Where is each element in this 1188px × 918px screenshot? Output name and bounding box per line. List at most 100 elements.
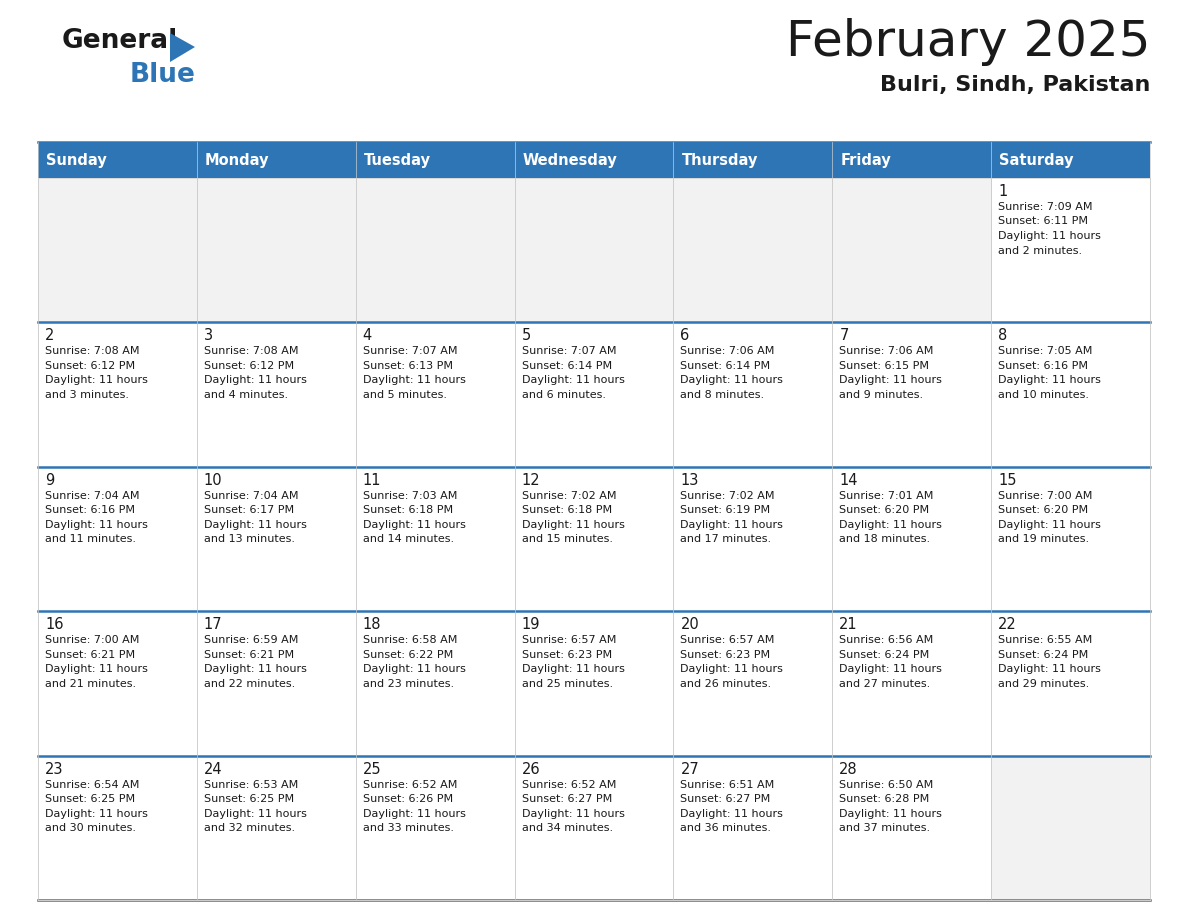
Text: Daylight: 11 hours: Daylight: 11 hours bbox=[681, 809, 783, 819]
Text: Sunrise: 7:02 AM: Sunrise: 7:02 AM bbox=[522, 491, 617, 501]
Text: and 29 minutes.: and 29 minutes. bbox=[998, 678, 1089, 688]
Text: and 6 minutes.: and 6 minutes. bbox=[522, 390, 606, 400]
Bar bbox=[674, 611, 833, 756]
Bar bbox=[38, 756, 197, 900]
Text: 5: 5 bbox=[522, 329, 531, 343]
Bar bbox=[197, 466, 355, 611]
Text: 16: 16 bbox=[45, 617, 63, 633]
Bar bbox=[197, 756, 355, 900]
Text: Sunrise: 7:04 AM: Sunrise: 7:04 AM bbox=[204, 491, 298, 501]
Text: Sunrise: 6:56 AM: Sunrise: 6:56 AM bbox=[839, 635, 934, 645]
Text: 13: 13 bbox=[681, 473, 699, 487]
Text: Sunset: 6:11 PM: Sunset: 6:11 PM bbox=[998, 217, 1088, 227]
Text: Monday: Monday bbox=[204, 152, 270, 167]
Text: Bulri, Sindh, Pakistan: Bulri, Sindh, Pakistan bbox=[879, 75, 1150, 95]
Bar bbox=[991, 322, 1150, 466]
Text: and 37 minutes.: and 37 minutes. bbox=[839, 823, 930, 834]
Text: Sunset: 6:24 PM: Sunset: 6:24 PM bbox=[998, 650, 1088, 660]
Text: 4: 4 bbox=[362, 329, 372, 343]
Text: Sunset: 6:16 PM: Sunset: 6:16 PM bbox=[998, 361, 1088, 371]
Text: 7: 7 bbox=[839, 329, 848, 343]
Bar bbox=[355, 756, 514, 900]
Text: and 23 minutes.: and 23 minutes. bbox=[362, 678, 454, 688]
Bar bbox=[833, 611, 991, 756]
Text: Sunset: 6:26 PM: Sunset: 6:26 PM bbox=[362, 794, 453, 804]
Text: Sunset: 6:25 PM: Sunset: 6:25 PM bbox=[45, 794, 135, 804]
Text: Daylight: 11 hours: Daylight: 11 hours bbox=[522, 665, 625, 674]
Text: 18: 18 bbox=[362, 617, 381, 633]
Text: Sunrise: 7:00 AM: Sunrise: 7:00 AM bbox=[45, 635, 139, 645]
Text: Sunset: 6:13 PM: Sunset: 6:13 PM bbox=[362, 361, 453, 371]
Text: Sunrise: 6:55 AM: Sunrise: 6:55 AM bbox=[998, 635, 1093, 645]
Text: 3: 3 bbox=[204, 329, 213, 343]
Bar bbox=[514, 756, 674, 900]
Text: Sunrise: 6:53 AM: Sunrise: 6:53 AM bbox=[204, 779, 298, 789]
Text: 19: 19 bbox=[522, 617, 541, 633]
Text: Daylight: 11 hours: Daylight: 11 hours bbox=[362, 665, 466, 674]
Text: Sunrise: 7:05 AM: Sunrise: 7:05 AM bbox=[998, 346, 1093, 356]
Text: Wednesday: Wednesday bbox=[523, 152, 618, 167]
Text: 23: 23 bbox=[45, 762, 63, 777]
Text: 28: 28 bbox=[839, 762, 858, 777]
Text: Sunset: 6:25 PM: Sunset: 6:25 PM bbox=[204, 794, 293, 804]
Text: Sunset: 6:18 PM: Sunset: 6:18 PM bbox=[522, 505, 612, 515]
Text: 20: 20 bbox=[681, 617, 700, 633]
Text: Sunrise: 7:06 AM: Sunrise: 7:06 AM bbox=[681, 346, 775, 356]
Text: Sunset: 6:19 PM: Sunset: 6:19 PM bbox=[681, 505, 771, 515]
Text: and 15 minutes.: and 15 minutes. bbox=[522, 534, 613, 544]
Text: Daylight: 11 hours: Daylight: 11 hours bbox=[204, 665, 307, 674]
Text: Daylight: 11 hours: Daylight: 11 hours bbox=[998, 375, 1101, 386]
Bar bbox=[833, 466, 991, 611]
Text: and 22 minutes.: and 22 minutes. bbox=[204, 678, 295, 688]
Text: 15: 15 bbox=[998, 473, 1017, 487]
Text: Friday: Friday bbox=[840, 152, 891, 167]
Text: Daylight: 11 hours: Daylight: 11 hours bbox=[45, 520, 147, 530]
Text: Sunset: 6:20 PM: Sunset: 6:20 PM bbox=[839, 505, 929, 515]
Text: Sunrise: 7:08 AM: Sunrise: 7:08 AM bbox=[204, 346, 298, 356]
Text: General: General bbox=[62, 28, 178, 54]
Bar bbox=[674, 178, 833, 322]
Bar bbox=[38, 178, 197, 322]
Bar bbox=[197, 178, 355, 322]
Text: and 17 minutes.: and 17 minutes. bbox=[681, 534, 771, 544]
Text: Daylight: 11 hours: Daylight: 11 hours bbox=[839, 375, 942, 386]
Bar bbox=[833, 178, 991, 322]
Text: Daylight: 11 hours: Daylight: 11 hours bbox=[204, 809, 307, 819]
Text: Daylight: 11 hours: Daylight: 11 hours bbox=[522, 809, 625, 819]
Text: Sunset: 6:14 PM: Sunset: 6:14 PM bbox=[522, 361, 612, 371]
Bar bbox=[674, 466, 833, 611]
Bar bbox=[197, 142, 355, 178]
Text: and 8 minutes.: and 8 minutes. bbox=[681, 390, 765, 400]
Text: 10: 10 bbox=[204, 473, 222, 487]
Text: Sunrise: 6:57 AM: Sunrise: 6:57 AM bbox=[522, 635, 615, 645]
Text: Daylight: 11 hours: Daylight: 11 hours bbox=[204, 375, 307, 386]
Polygon shape bbox=[170, 33, 195, 62]
Text: 25: 25 bbox=[362, 762, 381, 777]
Bar bbox=[355, 466, 514, 611]
Text: Sunrise: 7:00 AM: Sunrise: 7:00 AM bbox=[998, 491, 1093, 501]
Bar bbox=[514, 611, 674, 756]
Text: Sunset: 6:24 PM: Sunset: 6:24 PM bbox=[839, 650, 929, 660]
Text: 9: 9 bbox=[45, 473, 55, 487]
Text: Sunset: 6:21 PM: Sunset: 6:21 PM bbox=[45, 650, 135, 660]
Text: Sunset: 6:27 PM: Sunset: 6:27 PM bbox=[681, 794, 771, 804]
Text: Tuesday: Tuesday bbox=[364, 152, 431, 167]
Text: and 4 minutes.: and 4 minutes. bbox=[204, 390, 287, 400]
Text: 1: 1 bbox=[998, 184, 1007, 199]
Bar bbox=[833, 142, 991, 178]
Text: and 34 minutes.: and 34 minutes. bbox=[522, 823, 613, 834]
Text: February 2025: February 2025 bbox=[785, 18, 1150, 66]
Text: 27: 27 bbox=[681, 762, 700, 777]
Text: Daylight: 11 hours: Daylight: 11 hours bbox=[45, 665, 147, 674]
Text: Sunrise: 7:07 AM: Sunrise: 7:07 AM bbox=[522, 346, 617, 356]
Text: 22: 22 bbox=[998, 617, 1017, 633]
Text: Sunset: 6:12 PM: Sunset: 6:12 PM bbox=[204, 361, 293, 371]
Text: Sunset: 6:15 PM: Sunset: 6:15 PM bbox=[839, 361, 929, 371]
Text: 17: 17 bbox=[204, 617, 222, 633]
Text: 14: 14 bbox=[839, 473, 858, 487]
Bar bbox=[991, 756, 1150, 900]
Text: Sunrise: 7:02 AM: Sunrise: 7:02 AM bbox=[681, 491, 775, 501]
Bar bbox=[991, 142, 1150, 178]
Text: and 11 minutes.: and 11 minutes. bbox=[45, 534, 135, 544]
Text: and 27 minutes.: and 27 minutes. bbox=[839, 678, 930, 688]
